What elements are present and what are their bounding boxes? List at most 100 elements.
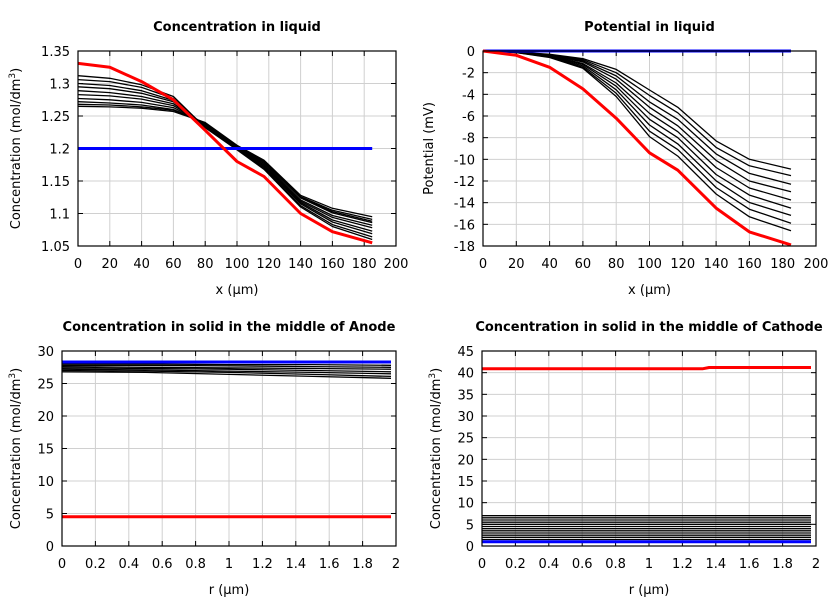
series-line-black [78, 97, 373, 224]
y-tick-label: 30 [457, 410, 474, 425]
y-axis-label-superscript: 3 [8, 373, 18, 379]
x-tick-label: 100 [225, 257, 250, 272]
x-axis-label: x (µm) [216, 283, 259, 298]
x-axis: 0 0.2 0.4 0.6 0.8 1 1.2 1.4 1.6 1.8 2 [58, 351, 400, 572]
series-line-black [78, 93, 373, 226]
chart-panel-4: Concentration in solid in the middle of … [428, 320, 823, 598]
plot-frame [77, 50, 397, 247]
y-tick-label: 1.05 [41, 240, 70, 255]
x-tick-label: 120 [670, 257, 695, 272]
series-line-black [483, 50, 792, 217]
y-axis-label-text: Potential (mV) [422, 102, 437, 195]
x-tick-label: 1.6 [739, 557, 760, 572]
x-axis-label: x (µm) [628, 283, 671, 298]
series-group [78, 61, 373, 245]
chart-title: Concentration in solid in the middle of … [63, 320, 396, 335]
x-tick-label: 140 [704, 257, 729, 272]
x-tick-label: 0.4 [538, 557, 559, 572]
x-axis-label: r (µm) [629, 583, 670, 598]
y-tick-label: 1.15 [41, 175, 70, 190]
x-tick-label: 1.4 [285, 557, 306, 572]
x-tick-label: 100 [637, 257, 662, 272]
y-tick-label: -10 [454, 153, 475, 168]
y-axis-label-close: ) [429, 368, 444, 373]
series-line-black [78, 103, 373, 221]
series-line-black [483, 50, 792, 224]
y-axis-label-text: Concentration (mol/dm [429, 379, 444, 530]
x-tick-label: 120 [256, 257, 281, 272]
series-line-black [62, 371, 392, 379]
series-line-black [62, 363, 392, 366]
y-axis-label: Concentration (mol/dm3) [428, 368, 444, 530]
x-tick-label: 80 [608, 257, 625, 272]
x-tick-label: 0.2 [85, 557, 106, 572]
chart-panel-3: Concentration in solid in the middle of … [8, 320, 400, 598]
y-axis: 0 5 10 15 20 25 30 35 40 45 [457, 345, 816, 555]
series-group [482, 366, 811, 544]
y-tick-label: 0 [466, 540, 474, 555]
y-tick-label: 20 [37, 410, 54, 425]
series-group [483, 49, 792, 247]
series-line-black [62, 369, 392, 378]
y-axis-label-superscript: 3 [428, 373, 438, 379]
y-tick-label: 15 [37, 443, 54, 458]
x-tick-label: 0 [479, 257, 487, 272]
x-tick-label: 0 [74, 257, 82, 272]
x-tick-label: 40 [541, 257, 558, 272]
x-tick-label: 20 [508, 257, 525, 272]
y-tick-label: 1.35 [41, 45, 70, 60]
y-tick-label: 25 [37, 378, 54, 393]
x-tick-label: 200 [384, 257, 409, 272]
series-line-black [78, 105, 373, 218]
y-tick-label: 5 [46, 508, 54, 523]
y-tick-label: -12 [454, 175, 475, 190]
y-axis-label: Concentration (mol/dm3) [8, 368, 24, 530]
x-tick-label: 1.8 [352, 557, 373, 572]
y-tick-label: 1.1 [49, 208, 70, 223]
x-tick-label: 140 [288, 257, 313, 272]
y-axis-label-text: Concentration (mol/dm [9, 379, 24, 530]
y-tick-label: 1.3 [49, 78, 70, 93]
y-tick-label: 1.25 [41, 110, 70, 125]
x-axis: 0 0.2 0.4 0.6 0.8 1 1.2 1.4 1.6 1.8 2 [478, 351, 820, 572]
x-tick-label: 80 [197, 257, 214, 272]
x-tick-label: 40 [133, 257, 150, 272]
series-line-red [482, 366, 811, 371]
x-tick-label: 0.2 [505, 557, 526, 572]
x-tick-label: 200 [804, 257, 829, 272]
plot-frame [482, 50, 817, 247]
y-tick-label: 25 [457, 432, 474, 447]
y-axis: -18 -16 -14 -12 -10 -8 -6 -4 -2 0 [454, 45, 816, 255]
series-line-black [62, 367, 392, 373]
y-tick-label: -18 [454, 240, 475, 255]
x-tick-label: 1.4 [705, 557, 726, 572]
y-axis-label-close: ) [9, 68, 24, 73]
plot-frame [61, 350, 397, 547]
x-tick-label: 2 [812, 557, 820, 572]
y-tick-label: 20 [457, 453, 474, 468]
x-tick-label: 160 [737, 257, 762, 272]
series-line-black [78, 101, 373, 222]
series-line-red [483, 49, 792, 247]
y-tick-label: 10 [457, 497, 474, 512]
x-tick-label: 180 [770, 257, 795, 272]
series-line-black [62, 364, 392, 368]
y-axis: 0 5 10 15 20 25 30 [37, 345, 396, 555]
y-axis-label-text: Concentration (mol/dm [9, 79, 24, 230]
y-axis-label-superscript: 3 [8, 73, 18, 79]
chart-title: Concentration in solid in the middle of … [475, 320, 823, 335]
x-tick-label: 0.4 [118, 557, 139, 572]
y-tick-label: 0 [46, 540, 54, 555]
y-tick-label: 40 [457, 367, 474, 382]
series-line-black [483, 50, 792, 170]
y-tick-label: 10 [37, 475, 54, 490]
y-tick-label: 15 [457, 475, 474, 490]
series-line-black [62, 368, 392, 375]
x-tick-label: 2 [392, 557, 400, 572]
y-tick-label: 45 [457, 345, 474, 360]
series-line-black [483, 50, 792, 232]
y-tick-label: -8 [462, 132, 475, 147]
x-tick-label: 0.6 [152, 557, 173, 572]
y-tick-label: 35 [457, 388, 474, 403]
x-tick-label: 0.8 [605, 557, 626, 572]
